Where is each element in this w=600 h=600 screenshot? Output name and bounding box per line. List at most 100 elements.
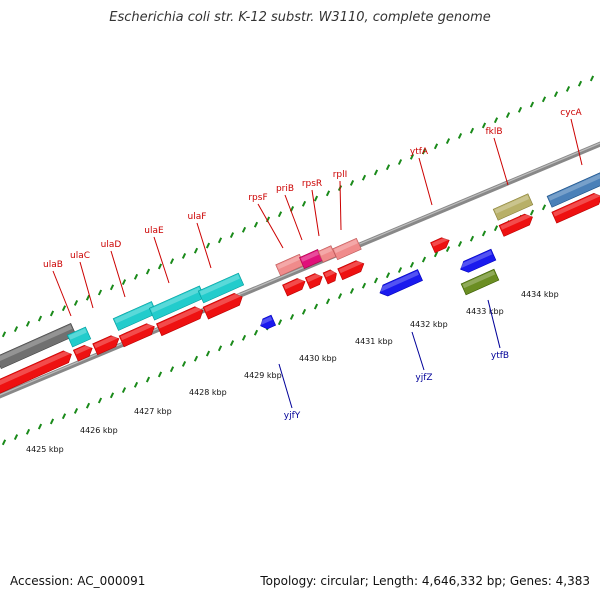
upper-tick (385, 164, 391, 171)
gene-leader-line (196, 222, 212, 269)
cds-reverse-shape (379, 269, 423, 297)
gene-track-pink (317, 245, 337, 263)
cds-forward-gloss (120, 322, 154, 341)
gene-leader-line (493, 137, 509, 186)
cds-forward (72, 344, 93, 362)
cds-forward-shape (92, 335, 120, 356)
upper-tick (397, 159, 403, 165)
cds-forward-shape (337, 260, 365, 281)
lower-tick (121, 387, 127, 393)
upper-tick (121, 279, 127, 285)
cds-forward-gloss (74, 344, 91, 355)
lower-tick (337, 293, 343, 300)
gene-leader-line (110, 250, 126, 298)
cds-forward (282, 277, 306, 297)
upper-tick (133, 273, 139, 280)
upper-tick (217, 237, 223, 244)
backbone-highlight (0, 142, 600, 396)
lower-tick (217, 345, 223, 352)
genome-backbone (0, 141, 600, 399)
lower-tick (205, 350, 211, 357)
cds-forward-gloss (283, 277, 304, 290)
upper-tick (541, 96, 547, 103)
upper-tick (169, 258, 175, 265)
lower-tick (481, 230, 487, 237)
cds-reverse-gloss (459, 250, 493, 269)
lower-tick (1, 439, 7, 446)
cds-forward-gloss (324, 269, 336, 278)
lower-tick (493, 225, 499, 232)
upper-tick (181, 253, 187, 259)
cds-forward (322, 269, 337, 285)
cds-reverse-gloss (259, 316, 273, 325)
upper-tick (205, 242, 211, 249)
cds-forward-gloss (339, 259, 363, 274)
upper-tick (577, 80, 583, 87)
gene-track-cyan-gloss (114, 302, 153, 324)
gene-reverse-olive-shape (460, 268, 500, 296)
cds-forward-shape (322, 269, 337, 285)
lower-tick (193, 355, 199, 362)
gene-track-cyan-shape (66, 326, 92, 348)
gene-label-rplI: rplI (333, 170, 348, 180)
upper-tick (445, 138, 451, 145)
cds-forward (337, 259, 365, 281)
lower-tick (61, 413, 67, 420)
cds-forward (92, 334, 120, 356)
cds-forward-shape (156, 306, 204, 337)
upper-tick (37, 315, 43, 322)
gene-leader-line (284, 194, 303, 241)
cds-forward-shape (202, 293, 243, 320)
upper-tick (61, 305, 67, 312)
upper-tick (313, 195, 319, 202)
upper-tick (457, 132, 463, 139)
upper-tick (1, 331, 7, 338)
upper-tick (73, 300, 79, 306)
gene-leader-line (79, 261, 94, 309)
gene-label-priB: priB (276, 184, 294, 194)
upper-tick (229, 232, 235, 239)
gene-track-gray-gloss (0, 324, 73, 362)
cds-forward-shape (72, 344, 93, 362)
gene-label-yjfZ: yjfZ (415, 373, 432, 383)
gene-label-cycA: cycA (560, 108, 582, 118)
lower-tick (529, 209, 535, 216)
lower-tick (277, 319, 283, 326)
upper-tick (505, 112, 511, 118)
cds-forward-gloss (431, 236, 449, 247)
cds-forward (0, 349, 72, 395)
gene-label-rpsR: rpsR (302, 179, 322, 189)
gene-track-blue-shape (546, 172, 600, 208)
kbp-tick-label: 4429 kbp (244, 371, 282, 380)
gene-track-pink-gloss (277, 255, 301, 270)
cds-forward-shape (304, 273, 323, 290)
upper-tick (325, 190, 331, 197)
lower-tick (73, 408, 79, 414)
upper-tick (493, 117, 499, 124)
lower-tick (49, 418, 55, 425)
upper-tick (529, 101, 535, 108)
upper-tick (193, 247, 199, 254)
gene-label-ulaD: ulaD (101, 240, 122, 250)
upper-tick (109, 284, 115, 291)
upper-tick (481, 122, 487, 129)
upper-tick (361, 174, 367, 181)
lower-tick (85, 402, 91, 409)
cds-reverse (259, 314, 277, 330)
kbp-tick-label: 4427 kbp (134, 407, 172, 416)
gene-leader-line (311, 189, 320, 237)
gene-label-ytfB: ytfB (491, 351, 509, 361)
gene-labels: ulaB ulaC ulaD ulaE ulaF rpsF priB rpsR rplI ytfA… (43, 108, 582, 421)
lower-tick (457, 240, 463, 247)
cds-forward (430, 236, 450, 254)
cds-forward-gloss (94, 334, 118, 349)
kbp-tick-label: 4425 kbp (26, 445, 64, 454)
upper-tick (373, 169, 379, 176)
cds-forward (156, 305, 204, 337)
gene-label-ytfA: ytfA (410, 147, 429, 157)
gene-track-cyan (66, 326, 92, 348)
lower-tick (157, 371, 163, 378)
lower-tick (421, 256, 427, 263)
lower-tick (109, 392, 115, 399)
